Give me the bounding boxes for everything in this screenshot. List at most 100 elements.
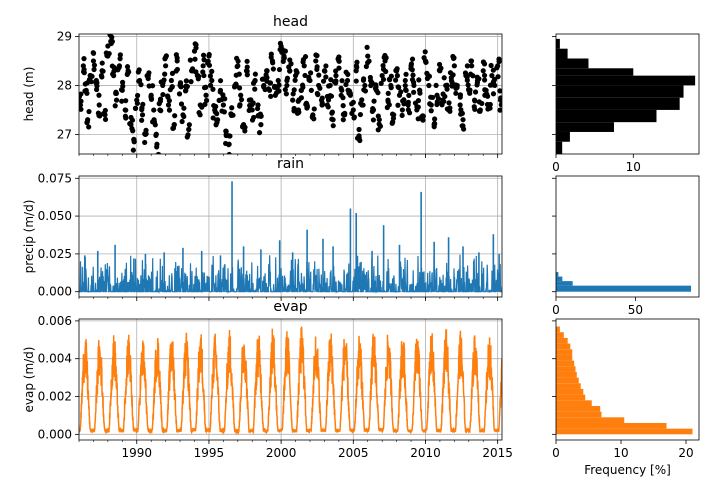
head-point bbox=[340, 95, 346, 101]
head-point bbox=[123, 98, 129, 104]
head-point bbox=[268, 54, 274, 60]
head-point bbox=[375, 90, 381, 96]
head-point bbox=[482, 87, 488, 93]
head-point bbox=[399, 112, 405, 119]
head-point bbox=[182, 88, 189, 94]
head-point bbox=[313, 52, 319, 58]
head-point bbox=[351, 114, 357, 120]
head-point bbox=[416, 87, 423, 93]
head-point bbox=[91, 66, 97, 73]
head-point bbox=[354, 64, 360, 70]
evap-hist-bar bbox=[556, 417, 625, 423]
head-point bbox=[438, 65, 444, 71]
y-tick-label: 0.006 bbox=[38, 314, 72, 328]
head-point bbox=[119, 98, 125, 104]
head-point bbox=[172, 113, 178, 119]
evap-hist-bar bbox=[556, 343, 571, 350]
head-point bbox=[234, 55, 240, 61]
head-points bbox=[79, 34, 502, 154]
head-point bbox=[267, 80, 273, 86]
head-point bbox=[323, 74, 329, 80]
head-point bbox=[290, 91, 296, 97]
head-point bbox=[360, 102, 366, 108]
evap-hist-bar bbox=[556, 337, 568, 344]
y-tick-label: 0.004 bbox=[38, 352, 72, 366]
head-point bbox=[123, 107, 129, 113]
head-point bbox=[433, 82, 439, 89]
head-point bbox=[192, 56, 198, 62]
head-point bbox=[329, 109, 335, 115]
head-point bbox=[186, 122, 192, 128]
head-point bbox=[336, 65, 342, 71]
head-point bbox=[329, 116, 335, 122]
evap-ticks: 1990 1995 2000 2005 2010 2015 0.000 0.002 0.004 0… bbox=[22, 299, 513, 460]
head-point bbox=[453, 85, 459, 91]
head-point bbox=[167, 87, 173, 93]
head-point bbox=[411, 89, 417, 95]
head-point bbox=[311, 106, 317, 112]
head-point bbox=[201, 72, 207, 79]
head-point bbox=[298, 87, 304, 94]
head-point bbox=[286, 64, 292, 70]
head-point bbox=[187, 57, 193, 63]
head-point bbox=[451, 63, 457, 69]
head-point bbox=[464, 63, 470, 69]
evap-hist-bar bbox=[556, 400, 592, 406]
head-point bbox=[314, 64, 320, 70]
head-point bbox=[441, 75, 447, 81]
head-point bbox=[226, 151, 232, 154]
head-point bbox=[474, 80, 480, 86]
evap-line bbox=[79, 326, 502, 436]
head-point bbox=[393, 77, 399, 83]
head-point bbox=[362, 82, 368, 89]
head-point bbox=[410, 72, 416, 78]
head-point bbox=[323, 63, 329, 69]
evap-series bbox=[79, 326, 502, 436]
head-point bbox=[274, 85, 280, 91]
head-point bbox=[230, 112, 236, 118]
head-point bbox=[238, 97, 245, 103]
head-point bbox=[178, 101, 185, 107]
head-point bbox=[361, 76, 367, 82]
head-point bbox=[359, 97, 365, 103]
head-point bbox=[154, 144, 160, 150]
head-point bbox=[139, 112, 146, 118]
head-point bbox=[112, 103, 118, 109]
head-point bbox=[345, 71, 351, 77]
head-point bbox=[465, 82, 471, 88]
head-point bbox=[84, 118, 91, 124]
head-point bbox=[210, 86, 216, 92]
rain-title: rain bbox=[277, 156, 304, 172]
head-point bbox=[327, 92, 333, 99]
head-point bbox=[306, 74, 312, 81]
head-point bbox=[468, 58, 474, 64]
head-point bbox=[103, 50, 109, 56]
head-point bbox=[427, 101, 433, 107]
head-point bbox=[203, 97, 210, 104]
head-point bbox=[283, 91, 289, 97]
head-point bbox=[431, 120, 438, 127]
head-point bbox=[356, 126, 362, 133]
head-point bbox=[193, 69, 199, 75]
head-point bbox=[296, 109, 302, 115]
head-point bbox=[450, 53, 456, 60]
head-point bbox=[197, 112, 203, 118]
head-hist-bar bbox=[556, 85, 684, 98]
head-point bbox=[375, 127, 381, 133]
head-point bbox=[338, 85, 344, 91]
x-tick-label: 2000 bbox=[266, 446, 297, 460]
head-point bbox=[457, 94, 463, 100]
head-point bbox=[340, 111, 346, 117]
head-point bbox=[206, 51, 212, 58]
head-point bbox=[117, 56, 123, 62]
head-point bbox=[252, 86, 258, 92]
head-point bbox=[120, 83, 126, 89]
head-point bbox=[236, 71, 242, 77]
evap-hist-bar bbox=[556, 428, 693, 435]
head-point bbox=[229, 105, 235, 111]
axes-frame bbox=[78, 33, 503, 155]
head-point bbox=[322, 68, 328, 74]
head-point bbox=[200, 63, 206, 69]
head-ylabel: head (m) bbox=[22, 67, 36, 122]
